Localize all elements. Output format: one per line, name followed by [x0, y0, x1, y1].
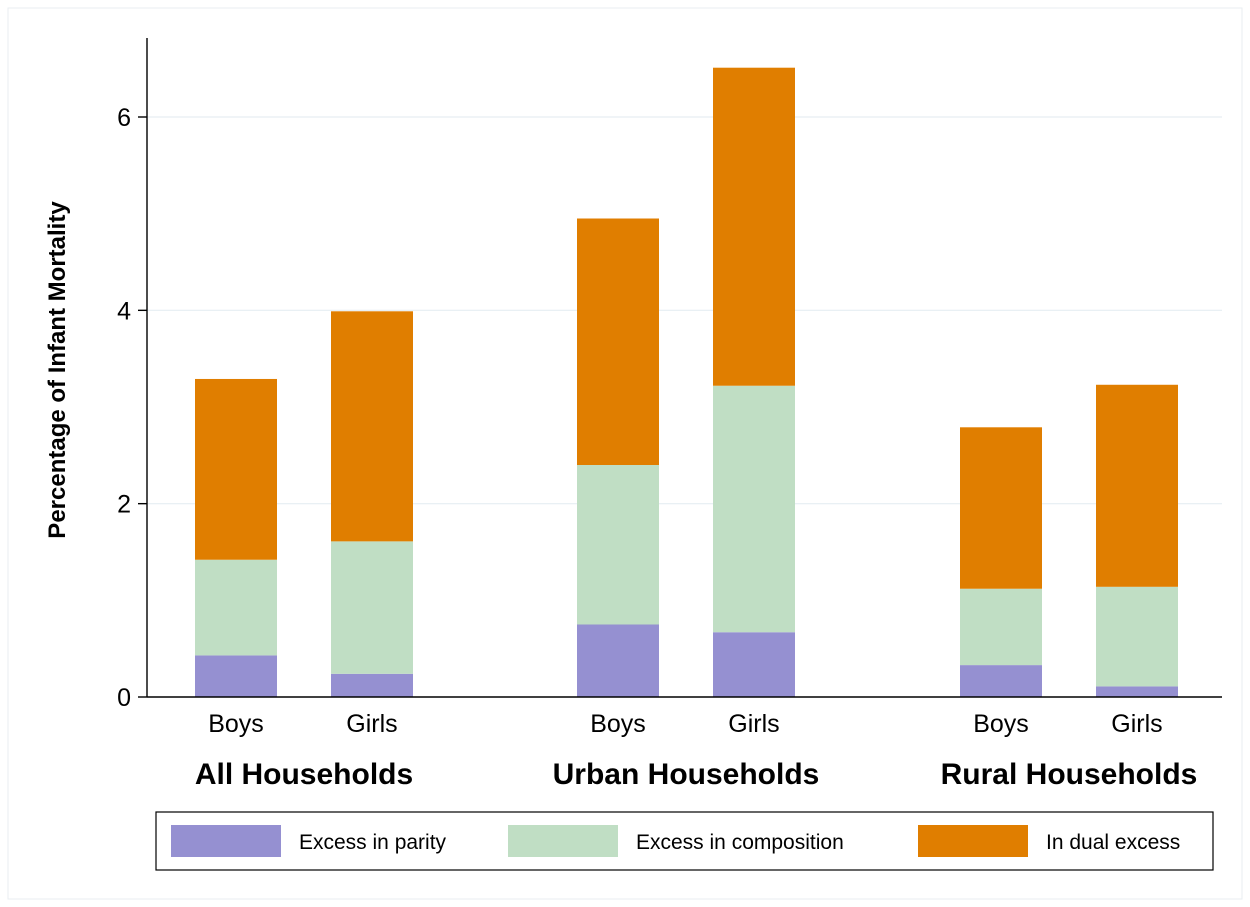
bar-segment-excess-in-composition: [331, 541, 413, 674]
bar-segment-excess-in-parity: [713, 632, 795, 697]
legend-label: In dual excess: [1046, 831, 1180, 854]
bar-segment-excess-in-composition: [195, 559, 277, 656]
group-label: Urban Households: [553, 758, 820, 791]
y-ticks: 0 2 4 6: [117, 104, 147, 712]
bar-label: Girls: [346, 710, 397, 738]
bar-label: Boys: [973, 710, 1029, 738]
bar-segment-in-dual-excess: [577, 218, 659, 465]
group-label: Rural Households: [941, 758, 1198, 791]
bar-segment-excess-in-composition: [1096, 586, 1178, 687]
legend-label: Excess in parity: [299, 831, 447, 854]
bar-segment-excess-in-parity: [1096, 686, 1178, 697]
bar-segment-in-dual-excess: [713, 67, 795, 386]
bar-segment-in-dual-excess: [960, 427, 1042, 589]
y-axis-title: Percentage of Infant Mortality: [44, 201, 71, 539]
bar-segment-excess-in-parity: [195, 655, 277, 697]
legend-swatch: [508, 825, 618, 857]
bar-label: Girls: [1111, 710, 1162, 738]
legend-swatch: [171, 825, 281, 857]
bar-segment-in-dual-excess: [331, 311, 413, 542]
bar-segment-excess-in-composition: [960, 588, 1042, 666]
y-tick-label: 2: [117, 491, 131, 519]
y-tick-label: 6: [117, 104, 131, 132]
y-tick-label: 0: [117, 684, 131, 712]
axes: [146, 38, 1222, 698]
group-label: All Households: [195, 758, 413, 791]
bar-label: Boys: [590, 710, 646, 738]
bar-segment-excess-in-parity: [577, 624, 659, 697]
bar-segment-in-dual-excess: [1096, 384, 1178, 587]
bar-segment-excess-in-parity: [331, 673, 413, 697]
bar-label: Girls: [728, 710, 779, 738]
x-tick-labels: Boys Girls All Households Boys Girls Urban Ho…: [195, 710, 1198, 791]
bars: [195, 67, 1178, 697]
legend-box: [155, 811, 1214, 871]
bar-segment-in-dual-excess: [195, 378, 277, 560]
bar-segment-excess-in-parity: [960, 665, 1042, 697]
legend: Excess in parity Excess in composition In …: [155, 811, 1214, 871]
legend-label: Excess in composition: [636, 831, 844, 854]
bar-segment-excess-in-composition: [577, 465, 659, 625]
gridlines: [147, 116, 1222, 505]
legend-swatch: [918, 825, 1028, 857]
bar-segment-excess-in-composition: [713, 385, 795, 633]
bar-label: Boys: [208, 710, 264, 738]
y-tick-label: 4: [117, 297, 131, 325]
